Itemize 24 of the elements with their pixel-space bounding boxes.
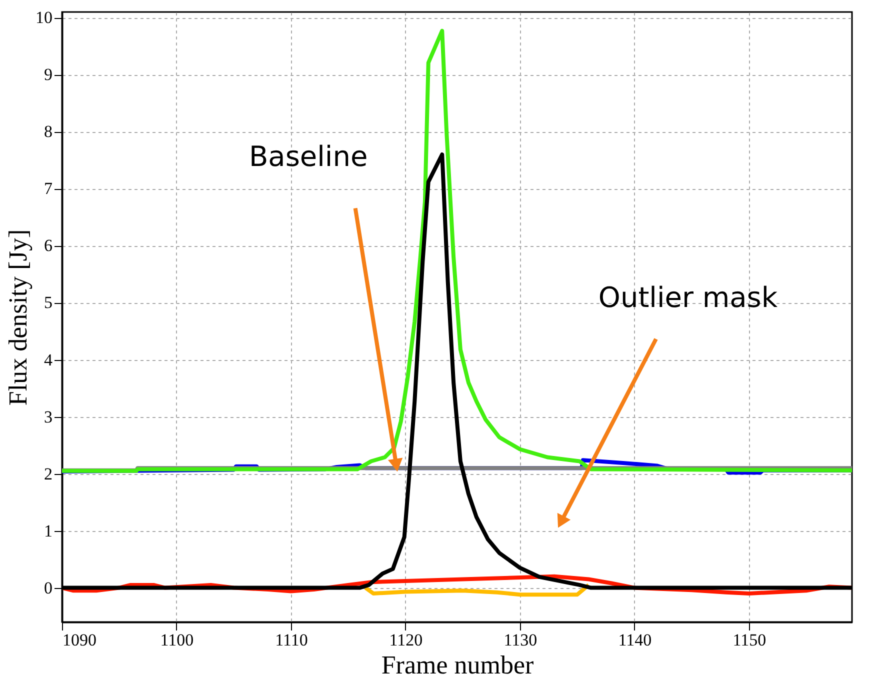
x-tick-label: 1120 xyxy=(389,630,423,650)
x-tick-label: 1130 xyxy=(504,630,538,650)
x-tick-label: 1110 xyxy=(275,630,308,650)
x-axis-title: Frame number xyxy=(381,650,534,680)
y-tick-label: 7 xyxy=(44,179,53,198)
y-tick-label: 6 xyxy=(44,236,52,256)
x-tick-label: 1140 xyxy=(618,630,652,650)
y-tick-label: 4 xyxy=(44,350,53,370)
y-tick-label: 8 xyxy=(44,122,52,142)
x-tick-label: 1150 xyxy=(732,630,766,650)
y-tick-label: 10 xyxy=(36,8,52,28)
annotation: Baseline xyxy=(248,140,368,174)
annotation: Outlier mask xyxy=(598,281,778,314)
y-tick-label: 5 xyxy=(44,293,52,312)
y-axis-title: Flux density [Jy] xyxy=(4,229,32,406)
y-tick-label: 1 xyxy=(44,521,52,540)
x-tick-label: 1100 xyxy=(160,630,194,650)
line-series xyxy=(62,28,852,473)
y-tick-label: 9 xyxy=(44,65,52,84)
y-tick-label: 3 xyxy=(44,407,52,426)
y-tick-label: 0 xyxy=(44,578,52,598)
y-tick-label: 2 xyxy=(44,464,52,484)
line-series xyxy=(363,582,591,597)
x-tick-label: 1090 xyxy=(62,630,96,650)
